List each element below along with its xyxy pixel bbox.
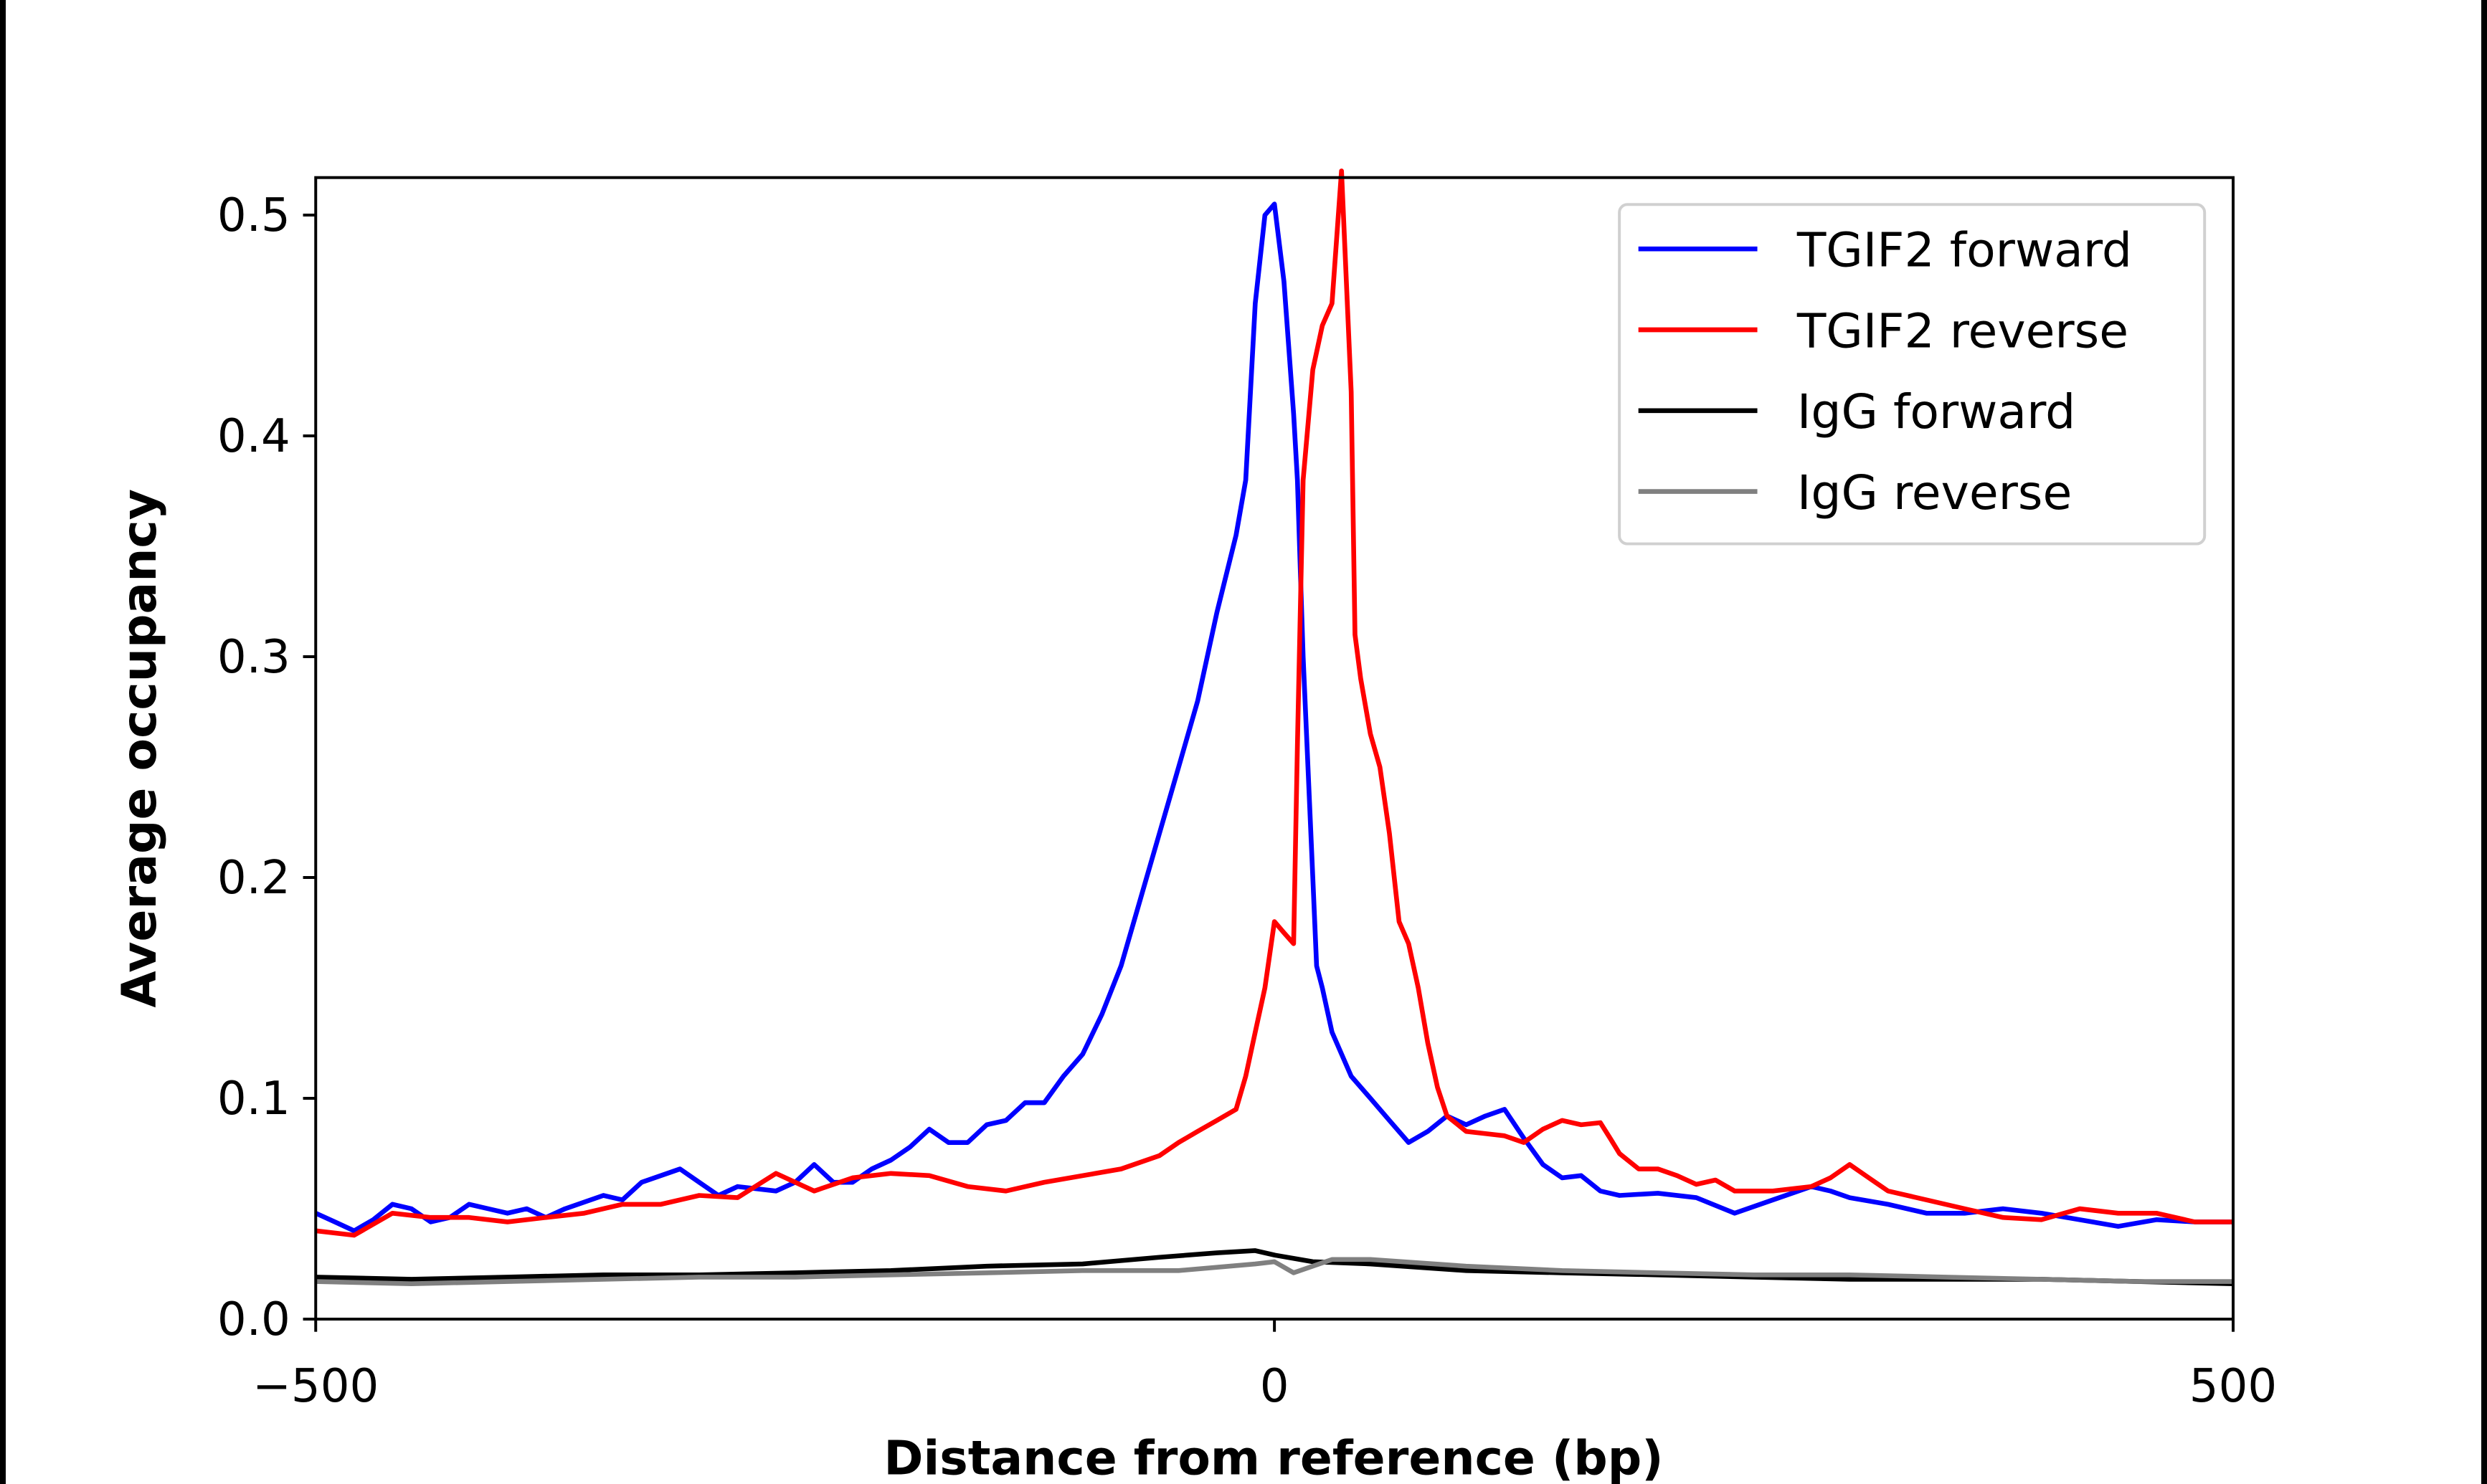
series-line-igg-forward [316,1248,2234,1286]
legend-frame [1618,203,2207,546]
y-tick-label: 0.2 [217,851,290,905]
legend-item: IgG reverse [1638,465,2072,520]
y-tick-label: 0.5 [217,189,290,242]
ticks-layer: −500 0 500 0.0 0.1 0.2 0.3 0.4 0.5 [217,189,2277,1413]
x-axis-label: Distance from reference (bp) [884,1430,1663,1484]
x-tick-label: 0 [1260,1359,1289,1413]
legend-label: TGIF2 reverse [1796,303,2128,358]
legend-item: TGIF2 reverse [1638,303,2128,358]
legend-label: IgG forward [1797,384,2075,439]
series-line-tgif2-forward [314,201,2234,1234]
left-border [0,0,6,1484]
series-line-tgif2-reverse [315,168,2234,1238]
x-tick-label: 500 [2189,1359,2277,1413]
series-layer [314,168,2234,1287]
y-axis-label: Average occupancy [111,489,167,1008]
x-tick-label: −500 [252,1359,379,1413]
legend: TGIF2 forward TGIF2 reverse IgG forward IgG… [1618,203,2207,546]
legend-label: IgG reverse [1797,465,2072,520]
series-line-igg-reverse [316,1257,2234,1287]
y-tick-label: 0.1 [217,1072,290,1126]
legend-item: IgG forward [1638,384,2075,439]
y-tick-label: 0.4 [217,409,290,463]
y-tick-label: 0.0 [217,1293,290,1346]
legend-item: TGIF2 forward [1638,222,2132,278]
legend-label: TGIF2 forward [1796,222,2132,278]
y-tick-label: 0.3 [217,630,290,684]
right-border [2481,0,2487,1484]
